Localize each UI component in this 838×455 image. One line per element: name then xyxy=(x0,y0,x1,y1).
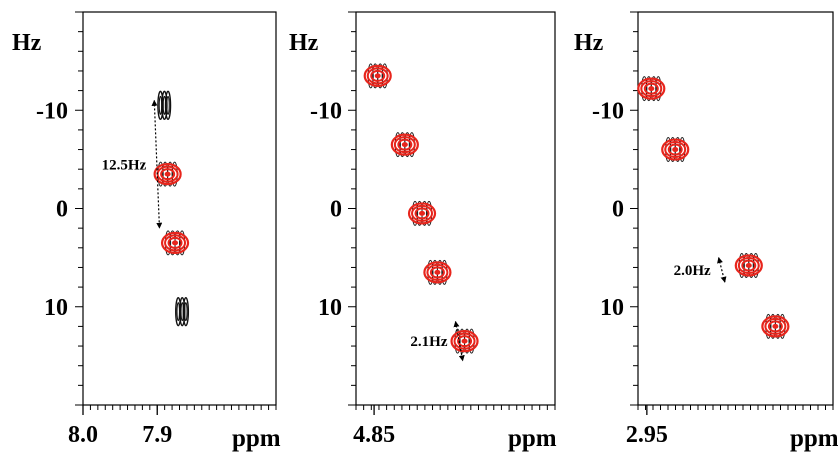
peak-contour xyxy=(643,82,659,95)
peak-contour xyxy=(741,259,757,272)
peak-contour xyxy=(672,147,679,153)
peak-contour xyxy=(370,69,386,82)
x-axis-label: ppm xyxy=(232,425,281,452)
y-tick-label: 0 xyxy=(612,197,624,223)
peak-contour xyxy=(664,141,687,159)
peak-marker xyxy=(761,313,790,339)
x-tick-label: 8.0 xyxy=(68,422,98,448)
coupling-label: 2.1Hz xyxy=(410,334,447,350)
peak-marker xyxy=(175,296,190,327)
peak-marker xyxy=(661,137,690,163)
peak-contour xyxy=(419,210,426,216)
peak-contour xyxy=(423,261,452,284)
peak-marker xyxy=(363,63,392,89)
peak-contour xyxy=(164,90,172,121)
peak-contour xyxy=(661,138,690,161)
coupling-arrow xyxy=(151,99,163,229)
peak-contour xyxy=(648,86,655,92)
peak-contour xyxy=(374,73,381,79)
peak-contour xyxy=(184,302,188,322)
x-tick-label: 4.85 xyxy=(353,422,395,448)
x-axis-label: ppm xyxy=(508,425,557,452)
peak-contour xyxy=(411,204,434,222)
y-axis-label: Hz xyxy=(574,30,604,56)
peak-contour xyxy=(414,207,430,220)
y-tick-label: -10 xyxy=(310,98,342,124)
peak-contour xyxy=(426,263,449,281)
peak-contour xyxy=(434,269,441,275)
peak-marker xyxy=(450,328,479,354)
peak-contour xyxy=(164,234,187,252)
x-tick-label: 7.9 xyxy=(142,422,172,448)
x-tick-label: 2.95 xyxy=(626,422,668,448)
y-tick-label: 10 xyxy=(318,295,342,321)
peak-contour xyxy=(182,296,190,327)
coupling-label: 2.0Hz xyxy=(674,263,711,279)
peak-contour xyxy=(390,133,419,156)
coupling-arrow xyxy=(717,257,727,283)
peak-contour xyxy=(734,254,763,277)
peak-contour xyxy=(407,202,437,225)
peak-contour xyxy=(401,142,408,148)
plot-frame xyxy=(637,11,834,406)
peak-contour xyxy=(767,320,783,333)
peak-contour xyxy=(737,256,760,274)
y-tick-label: -10 xyxy=(592,98,624,124)
peak-contour xyxy=(745,262,752,268)
coupling-arrow xyxy=(453,320,465,362)
peak-contour xyxy=(172,240,179,246)
peak-contour xyxy=(160,231,190,254)
spectrum-panel: -10 0 10 8.0 7.9 Hz ppm 12.5Hz xyxy=(12,11,281,452)
peak-marker xyxy=(390,132,419,158)
spectrum-panel: -10 0 10 4.85 Hz ppm 2.1Hz xyxy=(289,11,557,452)
peak-contour xyxy=(640,80,663,98)
peak-marker xyxy=(157,90,172,121)
spectrum-panel: -10 0 10 2.95 Hz ppm 2.0Hz xyxy=(574,11,838,452)
peak-contour xyxy=(637,77,666,100)
peak-contour xyxy=(397,138,413,151)
y-tick-label: 10 xyxy=(600,295,624,321)
peak-contour xyxy=(164,171,171,177)
peak-contour xyxy=(429,266,445,279)
peak-contour xyxy=(461,338,468,344)
peak-marker xyxy=(407,200,437,226)
peak-marker xyxy=(637,76,666,102)
peak-contour xyxy=(667,143,683,156)
peak-contour xyxy=(363,64,392,87)
peak-marker xyxy=(160,230,190,256)
y-tick-label: 0 xyxy=(330,197,342,223)
coupling-label: 12.5Hz xyxy=(102,157,147,173)
x-axis-label: ppm xyxy=(790,425,838,452)
y-axis-label: Hz xyxy=(12,30,42,56)
peak-marker xyxy=(734,252,763,278)
y-tick-label: 10 xyxy=(44,295,68,321)
peak-contour xyxy=(167,236,183,249)
plot-frame xyxy=(82,11,277,406)
peak-contour xyxy=(772,323,779,329)
peak-contour xyxy=(393,136,416,154)
y-tick-label: 0 xyxy=(56,197,68,223)
peak-contour xyxy=(761,315,790,338)
peak-contour xyxy=(764,317,787,335)
y-tick-label: -10 xyxy=(36,98,68,124)
y-axis-label: Hz xyxy=(289,30,319,56)
peak-marker xyxy=(423,259,452,285)
peak-marker xyxy=(153,161,182,187)
peak-contour xyxy=(366,67,389,85)
peak-contour xyxy=(166,95,170,115)
